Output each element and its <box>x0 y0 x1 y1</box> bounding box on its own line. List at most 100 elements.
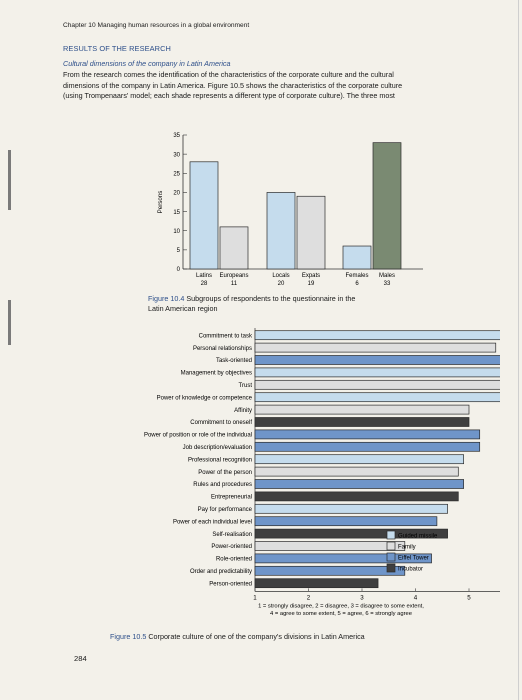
respondents-bar-chart: 0 5 10 15 20 25 30 35 Persons Latins 28 Europeans 11… <box>157 133 423 287</box>
bar <box>254 379 500 390</box>
y-axis-label: Persons <box>157 191 164 214</box>
corporate-culture-chart: Commitment to task Personal relationships… <box>144 328 500 617</box>
bar <box>189 161 219 270</box>
figure-label: Figure 10.5 <box>110 632 147 641</box>
bar <box>254 565 406 576</box>
category-label: Expats <box>302 273 320 279</box>
x-tick-label: 5 <box>467 594 471 601</box>
bar <box>254 491 459 502</box>
bar <box>254 392 500 403</box>
category-label: Order and predictability <box>190 569 252 575</box>
category-label: Trust <box>239 383 253 389</box>
figure-title-line2: Latin American region <box>148 303 218 313</box>
figure-label: Figure 10.4 <box>148 294 185 303</box>
page-number: 284 <box>74 654 87 663</box>
value-label: 6 <box>355 281 359 287</box>
x-tick-label: 4 <box>414 594 418 601</box>
body-line: From the research comes the identificati… <box>63 70 394 79</box>
bar <box>254 441 481 452</box>
bar <box>342 245 372 270</box>
category-label: Self-realisation <box>212 532 252 538</box>
category-label: Females <box>345 273 368 279</box>
margin-marker <box>8 150 11 210</box>
category-label: Latins <box>196 273 212 279</box>
figure-title: Corporate culture of one of the company'… <box>148 632 365 641</box>
bar <box>254 466 459 477</box>
bar <box>254 429 481 440</box>
legend-label: Family <box>398 545 416 551</box>
category-label: Males <box>379 273 395 279</box>
scale-note: 1 = strongly disagree, 2 = disagree, 3 =… <box>258 603 424 609</box>
category-label: Commitment to oneself <box>190 420 252 426</box>
category-label: Europeans <box>219 273 248 279</box>
y-tick-label: 35 <box>173 133 180 139</box>
category-label: Rules and procedures <box>193 482 252 488</box>
category-label: Role-oriented <box>216 557 252 563</box>
bar <box>254 541 406 551</box>
y-tick-label: 5 <box>177 248 181 254</box>
category-label: Personal relationships <box>193 346 252 352</box>
category-label: Professional recognition <box>188 457 252 463</box>
value-label: 33 <box>384 281 391 287</box>
figure-title: Subgroups of respondents to the question… <box>186 294 356 303</box>
category-label: Power of the person <box>198 470 252 476</box>
category-label: Person-oriented <box>209 581 252 587</box>
bar <box>254 417 470 427</box>
bar <box>219 226 249 270</box>
bar <box>254 479 464 489</box>
category-label: Management by objectives <box>181 371 252 377</box>
x-tick-label: 3 <box>360 594 364 601</box>
bar <box>254 330 500 341</box>
y-tick-label: 0 <box>177 267 181 273</box>
bar <box>254 367 500 378</box>
bar <box>254 355 500 365</box>
y-tick-label: 30 <box>173 152 180 158</box>
value-label: 20 <box>278 281 285 287</box>
bar <box>254 342 497 353</box>
legend-label: Guided missile <box>398 534 438 540</box>
body-line: (using Trompenaars' model; each shade re… <box>63 91 395 101</box>
category-label: Job description/evaluation <box>183 445 252 451</box>
body-line: dimensions of the company in Latin Ameri… <box>63 80 403 90</box>
category-label: Power of each individual level <box>173 519 252 525</box>
x-tick-label: 1 <box>253 594 257 601</box>
y-tick-label: 10 <box>173 229 180 235</box>
section-title: RESULTS OF THE RESEARCH <box>63 44 171 53</box>
figure-10-4-caption: Figure 10.4 Subgroups of respondents to … <box>148 294 355 313</box>
category-label: Affinity <box>234 408 252 414</box>
bar <box>254 503 448 514</box>
bar <box>266 192 296 270</box>
bar <box>372 142 402 270</box>
category-label: Locals <box>272 273 289 279</box>
scale-note: 4 = agree to some extent, 5 = agree, 6 =… <box>270 611 412 617</box>
category-label: Power of knowledge or competence <box>157 395 253 401</box>
subheading: Cultural dimensions of the company in La… <box>63 59 231 68</box>
bar <box>254 528 448 539</box>
value-label: 19 <box>308 281 315 287</box>
legend-label: Incubator <box>398 567 423 573</box>
figure-10-5-caption: Figure 10.5 Corporate culture of one of … <box>110 632 365 642</box>
value-label: 11 <box>231 281 238 287</box>
body-paragraph: From the research comes the identificati… <box>63 70 503 102</box>
category-label: Task-oriented <box>216 358 252 364</box>
category-label: Pay for performance <box>198 507 253 513</box>
legend-label: Eiffel Tower <box>398 556 429 562</box>
legend-swatch <box>386 541 396 551</box>
page-edge <box>518 0 519 700</box>
y-tick-label: 15 <box>173 210 180 216</box>
running-head: Chapter 10 Managing human resources in a… <box>63 22 250 29</box>
category-label: Commitment to task <box>199 333 253 339</box>
margin-marker <box>8 300 11 345</box>
bar <box>254 578 379 589</box>
category-label: Power of position or role of the individ… <box>144 433 252 439</box>
x-tick-label: 2 <box>307 594 311 601</box>
legend-swatch <box>386 552 396 562</box>
legend-swatch <box>386 530 396 540</box>
y-tick-label: 20 <box>173 191 180 197</box>
y-tick-label: 25 <box>173 171 180 177</box>
bar <box>254 404 470 415</box>
value-label: 28 <box>201 281 208 287</box>
category-label: Entrepreneurial <box>211 495 252 501</box>
legend-swatch <box>386 563 396 573</box>
